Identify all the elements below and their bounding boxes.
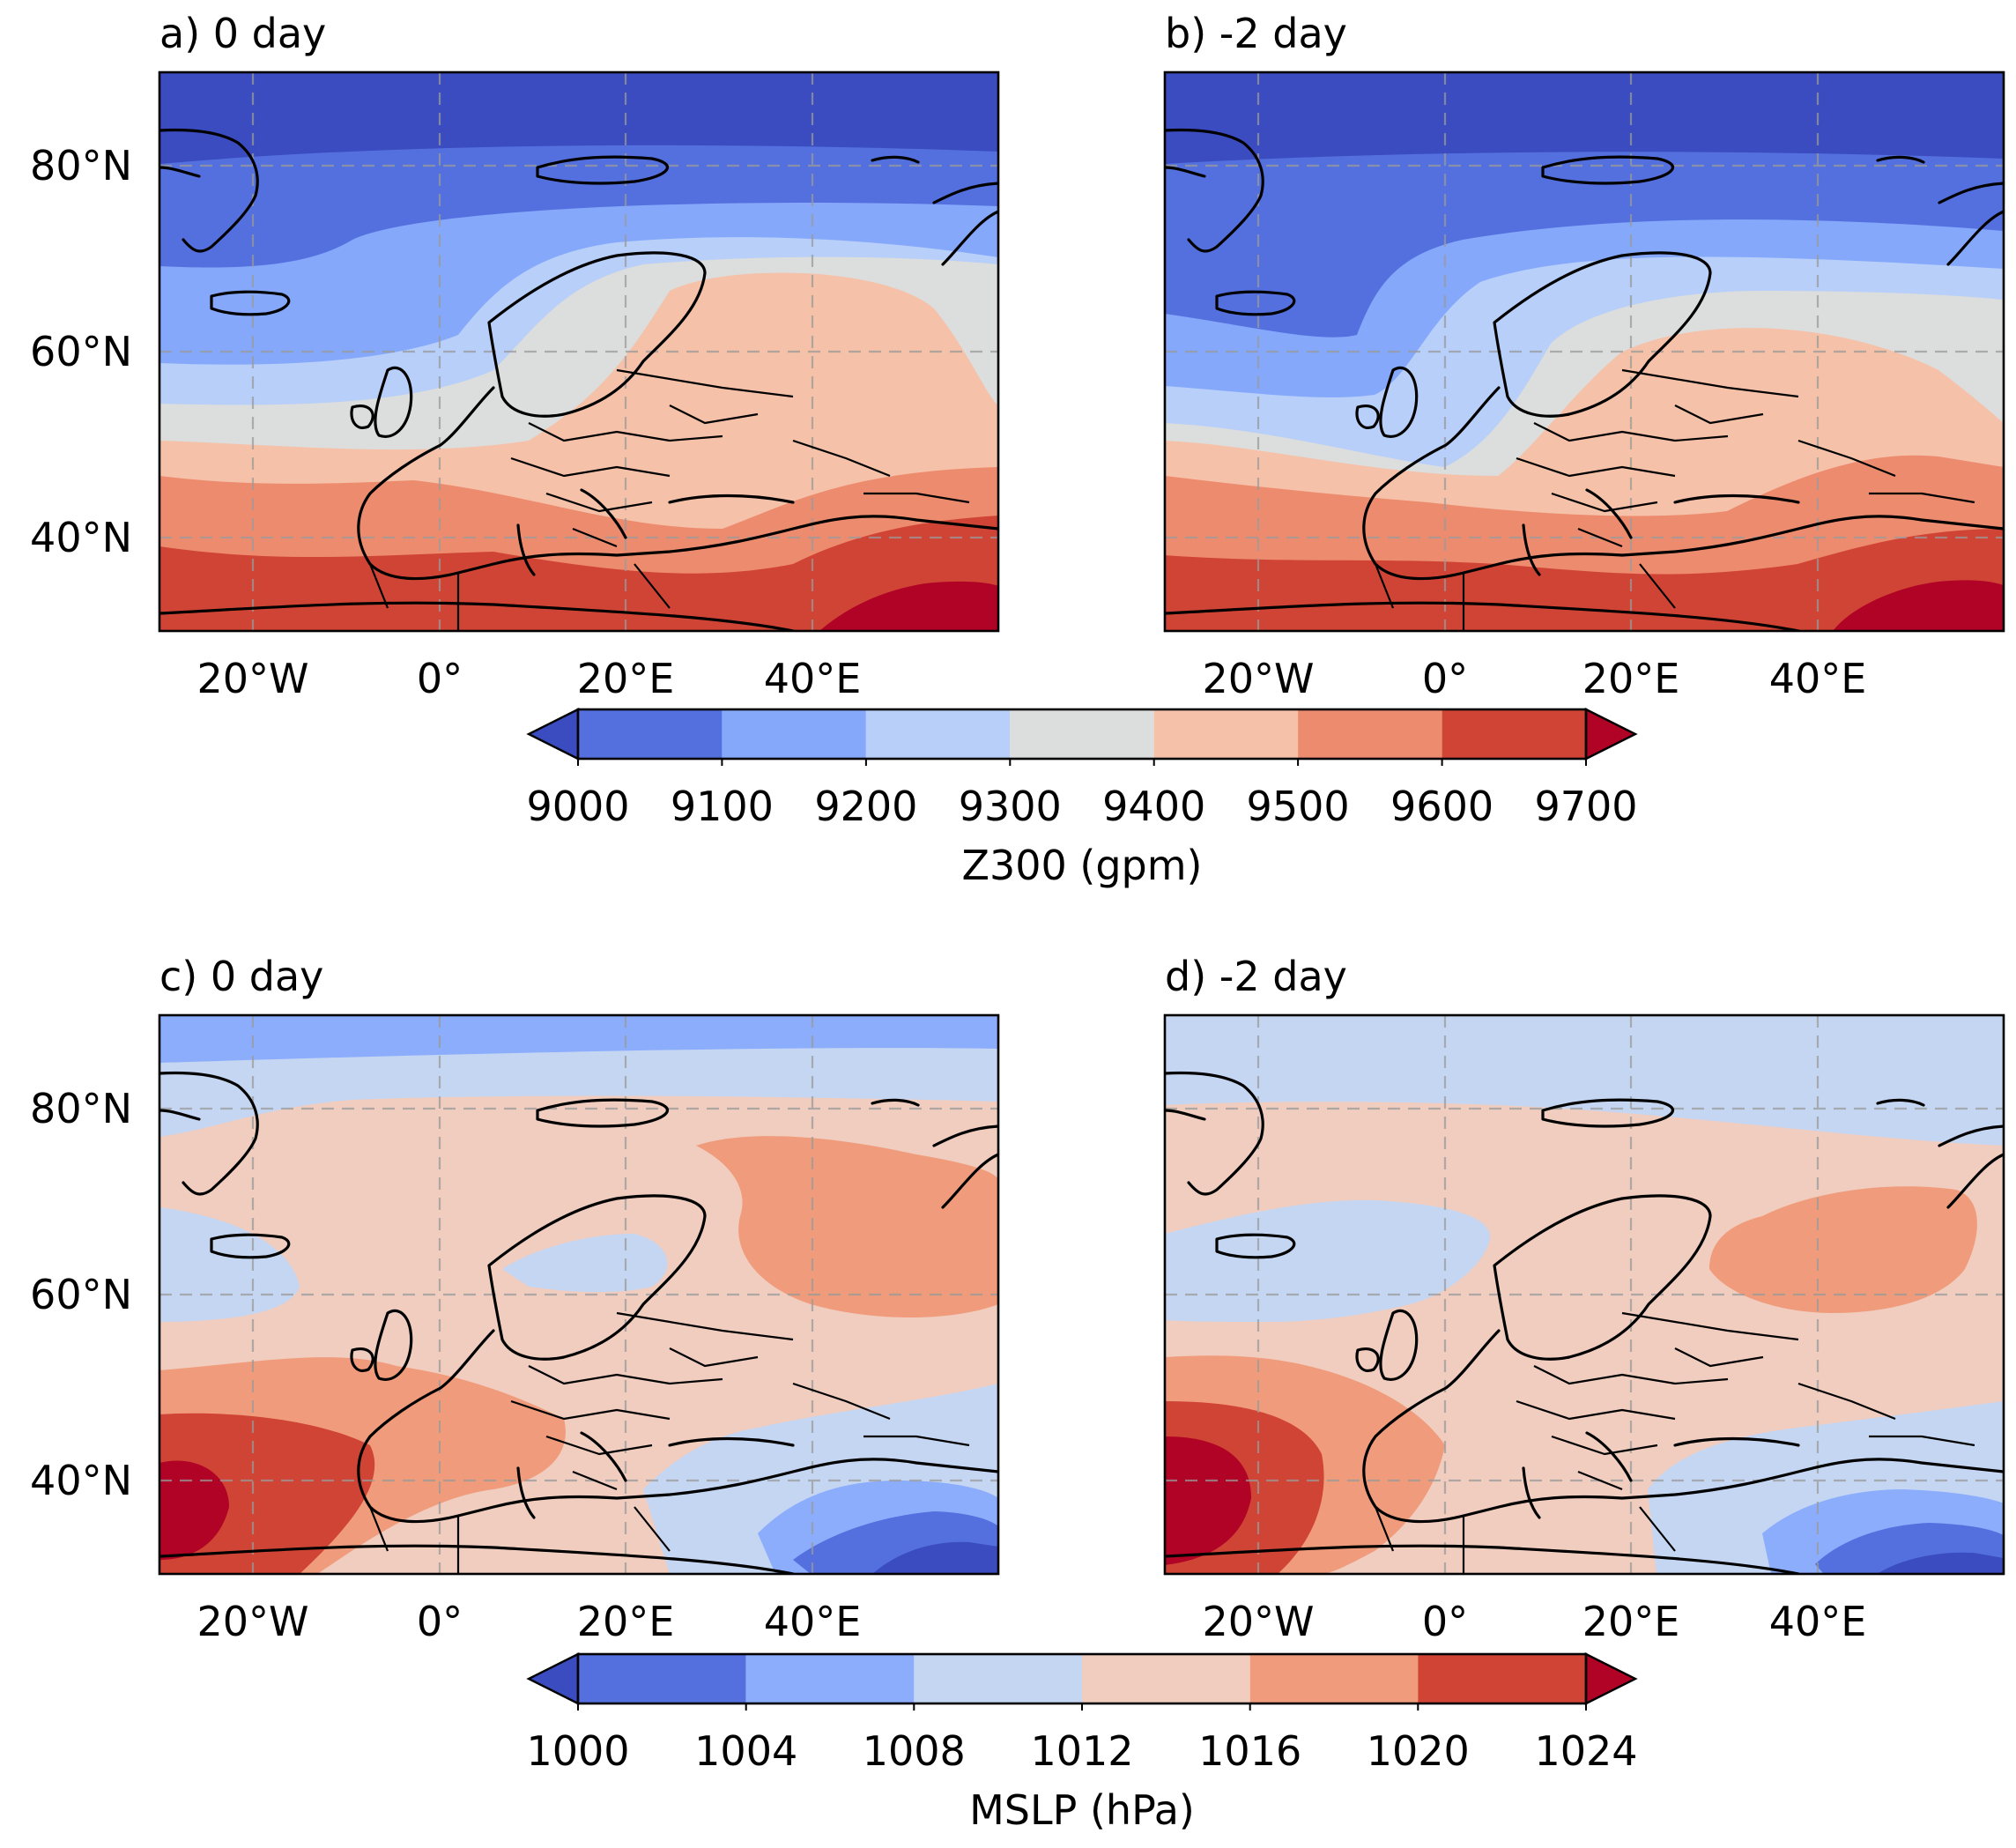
colorbar-z300-bin bbox=[1298, 709, 1442, 759]
panel-d-xtick-20e: 20°E bbox=[1582, 1598, 1680, 1645]
panel-b-xtick-0: 0° bbox=[1422, 655, 1468, 702]
colorbar-mslp-bin bbox=[578, 1654, 746, 1703]
colorbar-z300-tick: 9100 bbox=[671, 783, 774, 830]
colorbar-z300-tick: 9200 bbox=[814, 783, 917, 830]
panel-a-map bbox=[159, 72, 998, 631]
panel-b-title: b) -2 day bbox=[1165, 10, 1347, 57]
colorbar-z300-bin bbox=[865, 709, 1011, 759]
panel-d-xtick-40e: 40°E bbox=[1769, 1598, 1867, 1645]
colorbar-mslp-bin bbox=[1082, 1654, 1250, 1703]
panel-b-xtick-20w: 20°W bbox=[1202, 655, 1314, 702]
panel-d-map bbox=[1165, 1015, 2004, 1574]
panel-c-ytick-80: 80°N bbox=[30, 1085, 132, 1132]
colorbar-z300-tick: 9700 bbox=[1534, 783, 1637, 830]
panel-c-xtick-0: 0° bbox=[417, 1598, 463, 1645]
colorbar-mslp-tick: 1000 bbox=[526, 1727, 629, 1775]
panel-c: c) 0 day bbox=[158, 953, 1000, 1576]
colorbar-mslp-tick: 1012 bbox=[1030, 1727, 1133, 1775]
panel-d-xtick-0: 0° bbox=[1422, 1598, 1468, 1645]
panel-c-xtick-40e: 40°E bbox=[764, 1598, 862, 1645]
colorbar-mslp: 1000 1004 1008 1012 1016 1020 1024 MSLP … bbox=[526, 1652, 1638, 1834]
panel-b-map bbox=[1165, 72, 2004, 631]
panel-c-xtick-20w: 20°W bbox=[196, 1598, 308, 1645]
panel-c-ytick-60: 60°N bbox=[30, 1271, 132, 1318]
panel-a-xtick-40e: 40°E bbox=[764, 655, 862, 702]
panel-a-title: a) 0 day bbox=[159, 10, 326, 57]
colorbar-z300-label: Z300 (gpm) bbox=[961, 842, 1202, 889]
panel-a: a) 0 day bbox=[158, 10, 1000, 633]
panel-a-ytick-40: 40°N bbox=[30, 514, 132, 561]
panel-b-xtick-40e: 40°E bbox=[1769, 655, 1867, 702]
colorbar-mslp-tick: 1016 bbox=[1198, 1727, 1301, 1775]
panel-a-xtick-20w: 20°W bbox=[196, 655, 308, 702]
colorbar-mslp-tick: 1024 bbox=[1534, 1727, 1637, 1775]
colorbar-mslp-tick: 1020 bbox=[1367, 1727, 1470, 1775]
colorbar-z300-bin bbox=[722, 709, 866, 759]
colorbar-mslp-label: MSLP (hPa) bbox=[969, 1786, 1195, 1834]
colorbar-z300-extend-high bbox=[1584, 708, 1638, 761]
panel-a-ytick-60: 60°N bbox=[30, 328, 132, 375]
colorbar-mslp-bin bbox=[745, 1654, 915, 1703]
panel-d-xtick-20w: 20°W bbox=[1202, 1598, 1314, 1645]
panel-b: b) -2 day bbox=[1163, 10, 2005, 633]
panel-b-xtick-20e: 20°E bbox=[1582, 655, 1680, 702]
panel-a-ytick-80: 80°N bbox=[30, 142, 132, 189]
colorbar-z300: 9000 9100 9200 9300 9400 9500 9600 9700 … bbox=[526, 708, 1638, 889]
panel-a-xtick-0: 0° bbox=[417, 655, 463, 702]
colorbar-z300-tick: 9000 bbox=[526, 783, 629, 830]
panel-d: d) -2 day bbox=[1163, 953, 2005, 1576]
panel-d-title: d) -2 day bbox=[1165, 953, 1347, 1000]
panel-c-ytick-40: 40°N bbox=[30, 1457, 132, 1504]
row2-axis-labels: 80°N 60°N 40°N 20°W 0° 20°E 40°E 20°W 0°… bbox=[30, 1085, 1866, 1645]
colorbar-mslp-extend-high bbox=[1584, 1652, 1638, 1705]
colorbar-z300-extend-low bbox=[526, 708, 580, 761]
panel-c-map bbox=[159, 1015, 998, 1574]
panel-a-xtick-20e: 20°E bbox=[577, 655, 675, 702]
colorbar-mslp-bin bbox=[1249, 1654, 1419, 1703]
colorbar-mslp-tick: 1004 bbox=[694, 1727, 797, 1775]
colorbar-z300-tick: 9600 bbox=[1390, 783, 1493, 830]
colorbar-z300-bin bbox=[1442, 709, 1587, 759]
panel-c-xtick-20e: 20°E bbox=[577, 1598, 675, 1645]
panel-c-title: c) 0 day bbox=[159, 953, 323, 1000]
colorbar-mslp-tick: 1008 bbox=[863, 1727, 966, 1775]
row1-axis-labels: 80°N 60°N 40°N 20°W 0° 20°E 40°E 20°W 0°… bbox=[30, 142, 1866, 702]
colorbar-mslp-bin bbox=[914, 1654, 1082, 1703]
colorbar-z300-tick: 9500 bbox=[1247, 783, 1350, 830]
colorbar-z300-tick: 9400 bbox=[1102, 783, 1205, 830]
colorbar-z300-bin bbox=[578, 709, 723, 759]
colorbar-mslp-bin bbox=[1418, 1654, 1586, 1703]
colorbar-z300-bin bbox=[1010, 709, 1154, 759]
colorbar-mslp-extend-low bbox=[526, 1652, 580, 1705]
colorbar-z300-tick: 9300 bbox=[959, 783, 1062, 830]
colorbar-z300-bin bbox=[1153, 709, 1299, 759]
